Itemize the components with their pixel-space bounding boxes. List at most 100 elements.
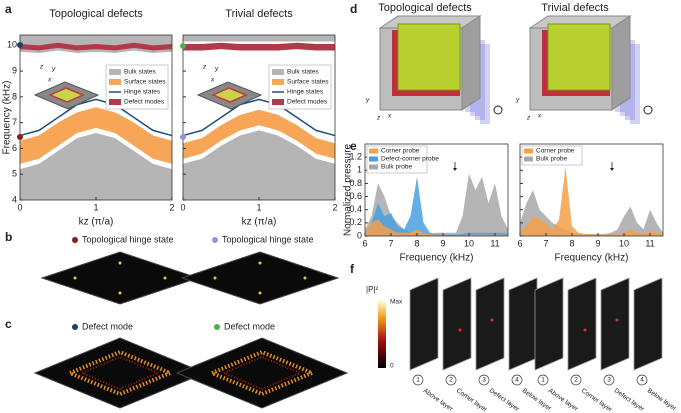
panel-label: f	[350, 262, 355, 276]
layer-number: 3	[482, 377, 486, 384]
layer-plane	[508, 277, 538, 371]
legend-label: Bulk states	[124, 69, 157, 76]
state-marker	[180, 43, 186, 49]
x-tick-label: 0	[17, 202, 22, 212]
band-area	[183, 109, 335, 159]
cube-side	[611, 15, 631, 111]
layer-number-ring	[445, 374, 457, 386]
x-tick-label: 8	[569, 238, 574, 248]
layer-number-ring	[511, 374, 523, 386]
core	[397, 23, 461, 91]
defect-title: Defect mode	[82, 321, 133, 331]
y-tick-label: 10	[7, 40, 17, 50]
x-tick-label: 9	[440, 238, 445, 248]
spectrum-area	[365, 219, 508, 236]
hinge-title: Topological hinge state	[222, 234, 314, 244]
legend-label: Defect modes	[287, 99, 328, 106]
axis-letter: z	[376, 115, 381, 122]
y-tick-label: 5	[12, 169, 17, 179]
legend-swatch	[272, 69, 284, 75]
x-tick-label: 2	[169, 202, 174, 212]
title-dot	[212, 237, 218, 243]
title-dot	[72, 237, 78, 243]
y-tick-label: 0.4	[349, 204, 362, 214]
legend-box	[521, 145, 583, 166]
layer-label: Below layer	[646, 387, 678, 412]
x-tick-label: 8	[414, 238, 419, 248]
colorbar-min: 0	[390, 363, 394, 370]
hot-spot	[258, 291, 262, 295]
band-area	[183, 42, 335, 51]
legend-label: Surface states	[287, 79, 329, 86]
cube-title: Trivial defects	[541, 2, 609, 14]
layer-number: 4	[640, 377, 644, 384]
spectrum-area	[520, 167, 663, 236]
legend-label: Defect modes	[124, 99, 165, 106]
field-plate	[175, 337, 349, 409]
layer-number: 2	[574, 377, 578, 384]
x-tick-label: 9	[595, 238, 600, 248]
x-axis-label: Frequency (kHz)	[555, 253, 629, 264]
y-tick-label: 0	[357, 230, 362, 240]
hot-spot	[73, 276, 77, 280]
layer-number: 1	[541, 377, 545, 384]
probe-plane	[480, 44, 490, 124]
band-line	[19, 98, 173, 137]
x-tick-label: 7	[543, 238, 548, 248]
legend-label: Corner probe	[381, 148, 420, 155]
axis-letter: z	[526, 115, 531, 122]
hot-spot	[213, 276, 217, 280]
panel-label: e	[350, 139, 357, 153]
band-area	[183, 35, 335, 42]
y-tick-label: 9	[12, 65, 17, 75]
defect-ring	[206, 349, 318, 397]
y-tick-label: 0.2	[349, 217, 362, 227]
legend-swatch	[109, 79, 121, 85]
layer-number-ring	[537, 374, 549, 386]
y-tick-label: 7	[12, 117, 17, 127]
colorbar-max: Max	[390, 299, 403, 306]
arrow-head	[453, 168, 457, 171]
band-area	[20, 132, 172, 200]
panel-label: b	[5, 230, 12, 244]
plot-frame	[519, 143, 664, 237]
x-tick-label: 11	[490, 238, 499, 248]
hinge-title: Topological hinge state	[82, 234, 174, 244]
axis-letter: y	[51, 66, 56, 73]
layer-number: 2	[449, 377, 453, 384]
layer-number-ring	[412, 374, 424, 386]
layer-number: 3	[607, 377, 611, 384]
legend-label: Bulk probe	[381, 164, 412, 171]
spectrum-area	[365, 173, 508, 236]
legend-label: Corner probe	[536, 148, 575, 155]
legend-label: Bulk states	[287, 69, 320, 76]
band-area	[183, 130, 335, 200]
cube-title: Topological defects	[378, 2, 472, 14]
panel-label: c	[5, 317, 12, 331]
defect-ring-inner	[221, 355, 303, 391]
legend-swatch	[272, 79, 284, 85]
field-plate	[180, 251, 340, 305]
axis-letter: x	[47, 77, 52, 84]
legend-label: Bulk probe	[536, 156, 567, 163]
x-tick-label: 2	[332, 202, 337, 212]
layer-plane	[633, 277, 663, 371]
axis-letter: y	[515, 97, 520, 104]
chart-title: Topological defects	[49, 8, 143, 20]
legend-label: Defect-corner probe	[381, 156, 439, 163]
legend-swatch	[109, 99, 121, 105]
layer-label: Defect layer	[613, 387, 646, 413]
y-tick-label: 8	[12, 91, 17, 101]
axis-letter: x	[537, 113, 542, 120]
probe-plane	[630, 44, 640, 124]
axis-letter: z	[202, 64, 207, 71]
legend-swatch	[369, 156, 378, 162]
hot-spot	[583, 328, 587, 332]
x-axis-label: kz (π/a)	[79, 217, 114, 228]
inset-core	[48, 87, 85, 103]
layer-plane	[534, 277, 564, 371]
axis-letter: z	[39, 64, 44, 71]
x-tick-label: 1	[256, 202, 261, 212]
panel-label: d	[350, 2, 357, 16]
